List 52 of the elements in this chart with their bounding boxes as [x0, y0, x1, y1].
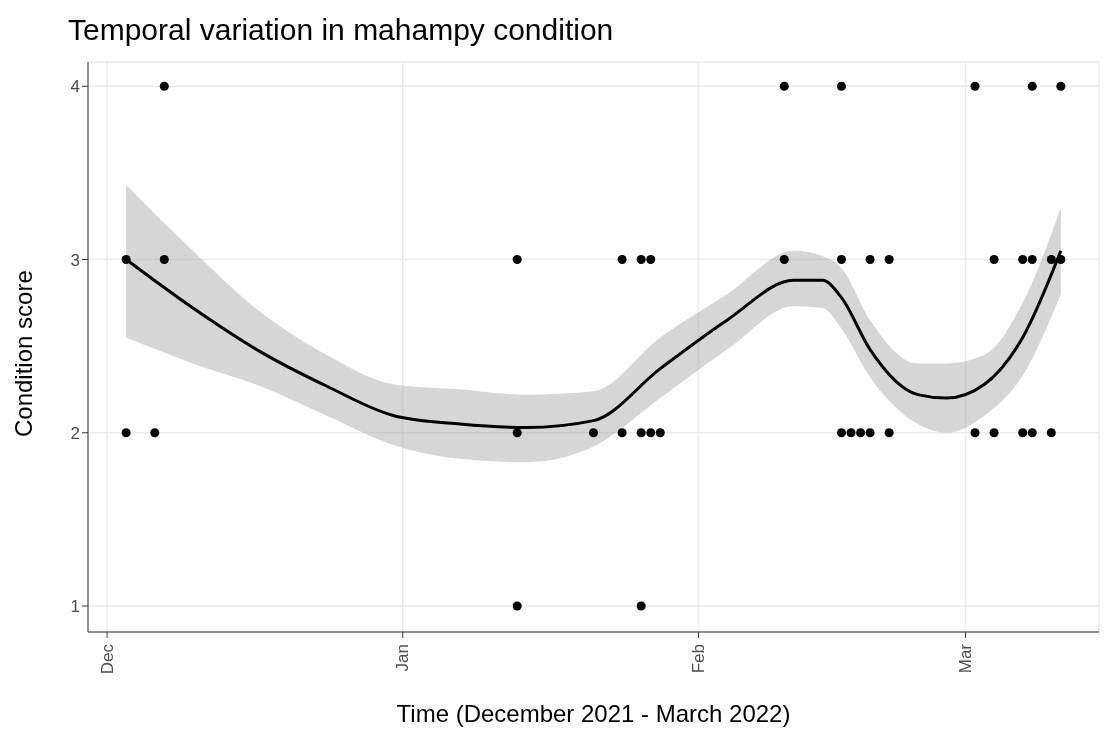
- point: [836, 428, 846, 438]
- point: [636, 255, 646, 265]
- point: [884, 428, 894, 438]
- point: [779, 81, 789, 91]
- point: [150, 428, 160, 438]
- point: [970, 81, 980, 91]
- point: [512, 255, 522, 265]
- point: [1056, 81, 1066, 91]
- point: [884, 255, 894, 265]
- point: [1046, 255, 1056, 265]
- x-tick-label: Feb: [688, 644, 708, 674]
- y-axis-title: Condition score: [9, 270, 37, 437]
- point: [989, 255, 999, 265]
- point: [865, 255, 875, 265]
- point: [846, 428, 856, 438]
- point: [121, 255, 131, 265]
- point: [617, 428, 627, 438]
- point: [989, 428, 999, 438]
- point: [655, 428, 665, 438]
- point: [856, 428, 866, 438]
- point: [636, 601, 646, 611]
- point: [779, 255, 789, 265]
- chart-title: Temporal variation in mahampy condition: [67, 12, 615, 48]
- x-tick-label: Jan: [393, 644, 413, 672]
- point: [636, 428, 646, 438]
- y-tick-label: 3: [70, 250, 80, 270]
- y-tick-label: 4: [70, 77, 80, 97]
- point: [512, 601, 522, 611]
- x-axis-title: Time (December 2021 - March 2022): [396, 700, 791, 727]
- point: [646, 428, 656, 438]
- point: [1027, 428, 1037, 438]
- point: [617, 255, 627, 265]
- point: [1027, 81, 1037, 91]
- point: [588, 428, 599, 438]
- point: [1018, 255, 1028, 265]
- point: [1018, 428, 1028, 438]
- point: [1027, 255, 1037, 265]
- point: [970, 428, 980, 438]
- point: [836, 255, 846, 265]
- point: [121, 428, 131, 438]
- y-tick-label: 2: [70, 423, 80, 443]
- point: [1056, 255, 1066, 265]
- x-tick-label: Dec: [97, 643, 117, 675]
- point: [159, 81, 169, 91]
- point: [836, 81, 846, 91]
- point: [159, 255, 169, 265]
- point: [1046, 428, 1056, 438]
- point: [865, 428, 875, 438]
- point: [512, 428, 522, 438]
- point: [646, 255, 656, 265]
- y-tick-label: 1: [70, 597, 80, 617]
- x-tick-label: Mar: [955, 643, 975, 674]
